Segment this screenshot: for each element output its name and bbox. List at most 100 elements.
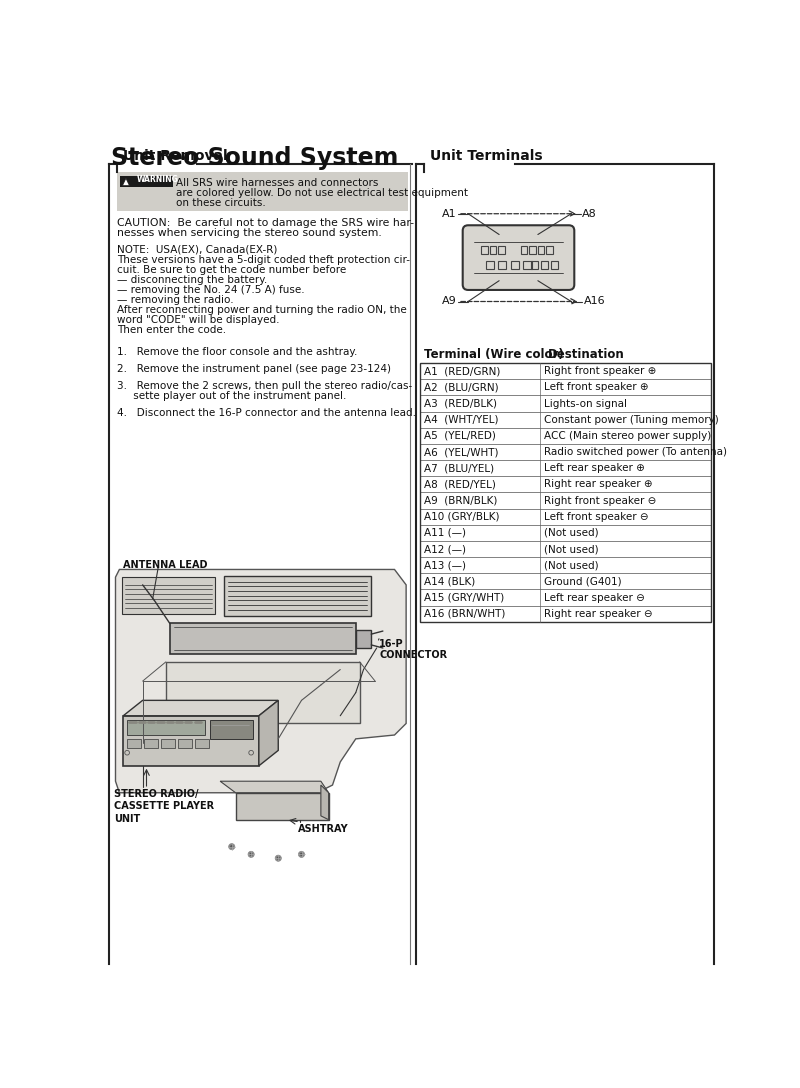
- Polygon shape: [259, 701, 278, 766]
- Bar: [420, 573, 710, 590]
- Text: 16-P
CONNECTOR: 16-P CONNECTOR: [379, 639, 447, 660]
- Bar: [541, 261, 548, 269]
- Circle shape: [230, 845, 234, 849]
- Bar: [162, 739, 175, 749]
- Text: CAUTION:  Be careful not to damage the SRS wire har-: CAUTION: Be careful not to damage the SR…: [117, 219, 414, 228]
- Bar: [195, 739, 210, 749]
- Bar: [122, 577, 214, 614]
- Text: nesses when servicing the stereo sound system.: nesses when servicing the stereo sound s…: [117, 228, 382, 238]
- Circle shape: [229, 843, 235, 850]
- Text: 4.   Disconnect the 16-P connector and the antenna lead.: 4. Disconnect the 16-P connector and the…: [117, 408, 416, 418]
- Text: Right rear speaker ⊕: Right rear speaker ⊕: [544, 480, 653, 490]
- Text: — disconnecting the battery.: — disconnecting the battery.: [117, 274, 267, 285]
- Text: cuit. Be sure to get the code number before: cuit. Be sure to get the code number bef…: [117, 264, 346, 274]
- Polygon shape: [122, 178, 130, 186]
- Text: (Not used): (Not used): [544, 528, 598, 537]
- Text: ANTENNA LEAD: ANTENNA LEAD: [123, 560, 208, 570]
- Bar: [236, 793, 329, 819]
- Text: — removing the radio.: — removing the radio.: [117, 295, 234, 305]
- Bar: [170, 623, 356, 654]
- Bar: [420, 590, 710, 606]
- Bar: [420, 380, 710, 395]
- Bar: [123, 716, 259, 766]
- Text: STEREO RADIO/
CASSETTE PLAYER
UNIT: STEREO RADIO/ CASSETTE PLAYER UNIT: [114, 789, 214, 824]
- Text: Lights-on signal: Lights-on signal: [544, 398, 627, 408]
- Bar: [420, 508, 710, 524]
- Bar: [420, 363, 710, 380]
- Bar: [120, 176, 173, 187]
- Text: A8: A8: [582, 209, 597, 219]
- Bar: [521, 246, 527, 254]
- Bar: [420, 606, 710, 622]
- Text: Right front speaker ⊕: Right front speaker ⊕: [544, 367, 657, 376]
- Bar: [510, 261, 519, 269]
- Text: Left rear speaker ⊕: Left rear speaker ⊕: [544, 463, 645, 473]
- Text: Unit Terminals: Unit Terminals: [430, 149, 542, 163]
- Text: — removing the No. 24 (7.5 A) fuse.: — removing the No. 24 (7.5 A) fuse.: [117, 285, 305, 295]
- Bar: [117, 172, 409, 211]
- Bar: [482, 246, 487, 254]
- Bar: [530, 246, 535, 254]
- Text: After reconnecting power and turning the radio ON, the: After reconnecting power and turning the…: [117, 305, 407, 314]
- Text: Then enter the code.: Then enter the code.: [117, 324, 226, 335]
- Text: A1: A1: [442, 209, 457, 219]
- Text: 2.   Remove the instrument panel (see page 23-124): 2. Remove the instrument panel (see page…: [117, 363, 391, 374]
- FancyBboxPatch shape: [462, 225, 574, 289]
- Polygon shape: [123, 701, 278, 716]
- Polygon shape: [321, 786, 329, 819]
- Text: A16: A16: [584, 297, 606, 307]
- Text: A11 (—): A11 (—): [424, 528, 466, 537]
- Bar: [420, 395, 710, 411]
- Text: Destination: Destination: [548, 348, 625, 361]
- Text: A13 (—): A13 (—): [424, 560, 466, 570]
- Bar: [420, 428, 710, 444]
- Bar: [420, 460, 710, 477]
- Text: These versions have a 5-digit coded theft protection cir-: These versions have a 5-digit coded thef…: [117, 255, 410, 264]
- Bar: [420, 557, 710, 573]
- Polygon shape: [220, 781, 329, 793]
- Bar: [210, 719, 253, 739]
- Bar: [420, 493, 710, 508]
- Bar: [490, 246, 496, 254]
- Bar: [498, 246, 505, 254]
- Text: A4  (WHT/YEL): A4 (WHT/YEL): [424, 415, 498, 424]
- Bar: [420, 524, 710, 541]
- Text: Left front speaker ⊖: Left front speaker ⊖: [544, 511, 649, 522]
- Bar: [178, 739, 192, 749]
- Text: are colored yellow. Do not use electrical test equipment: are colored yellow. Do not use electrica…: [176, 187, 468, 198]
- Bar: [486, 261, 494, 269]
- Bar: [551, 261, 558, 269]
- Bar: [224, 576, 371, 616]
- Bar: [420, 477, 710, 493]
- Circle shape: [277, 856, 280, 860]
- Bar: [420, 363, 710, 622]
- Text: Terminal (Wire color): Terminal (Wire color): [424, 348, 564, 361]
- Text: A9  (BRN/BLK): A9 (BRN/BLK): [424, 495, 498, 506]
- Text: A9: A9: [442, 297, 457, 307]
- Text: A7  (BLU/YEL): A7 (BLU/YEL): [424, 463, 494, 473]
- Circle shape: [250, 853, 253, 856]
- Text: WARNING: WARNING: [137, 174, 178, 184]
- Text: Constant power (Tuning memory): Constant power (Tuning memory): [544, 415, 719, 424]
- Bar: [166, 662, 360, 724]
- Text: A5  (YEL/RED): A5 (YEL/RED): [424, 431, 496, 441]
- Text: !: !: [130, 175, 133, 182]
- Text: A12 (—): A12 (—): [424, 544, 466, 554]
- Text: A2  (BLU/GRN): A2 (BLU/GRN): [424, 382, 498, 393]
- Text: Radio switched power (To antenna): Radio switched power (To antenna): [544, 447, 727, 457]
- Text: Ground (G401): Ground (G401): [544, 577, 622, 586]
- Text: A1  (RED/GRN): A1 (RED/GRN): [424, 367, 500, 376]
- Text: word "CODE" will be displayed.: word "CODE" will be displayed.: [117, 314, 279, 324]
- Bar: [531, 261, 538, 269]
- Text: A14 (BLK): A14 (BLK): [424, 577, 475, 586]
- Text: Unit Removal: Unit Removal: [123, 149, 228, 163]
- Bar: [538, 246, 544, 254]
- Text: Right front speaker ⊖: Right front speaker ⊖: [544, 495, 657, 506]
- Text: on these circuits.: on these circuits.: [176, 198, 266, 208]
- Bar: [420, 411, 710, 428]
- Circle shape: [300, 853, 303, 856]
- Bar: [127, 739, 141, 749]
- Circle shape: [298, 851, 305, 857]
- Text: Stereo Sound System: Stereo Sound System: [111, 146, 398, 170]
- Bar: [498, 261, 506, 269]
